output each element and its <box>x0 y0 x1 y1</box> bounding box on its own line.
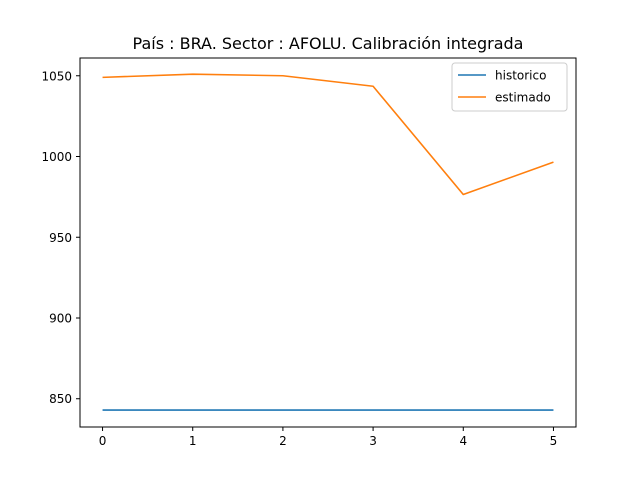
x-tick-label: 5 <box>550 434 558 448</box>
y-tick-label: 850 <box>49 392 72 406</box>
plot-area <box>102 73 554 411</box>
x-tick-label: 2 <box>279 434 287 448</box>
x-tick-label: 3 <box>369 434 377 448</box>
y-tick-label: 1050 <box>41 69 72 83</box>
axes: 0 1 2 3 4 5 850 900 950 1000 1050 <box>41 57 577 448</box>
legend-label-historico: historico <box>495 69 546 83</box>
y-tick-label: 950 <box>49 231 72 245</box>
chart-title: País : BRA. Sector : AFOLU. Calibración … <box>133 34 524 53</box>
x-tick-label: 4 <box>459 434 467 448</box>
plot-frame <box>79 57 577 428</box>
series-line-estimado <box>102 73 554 196</box>
y-tick-label: 900 <box>49 311 72 325</box>
legend: historico estimado <box>451 62 568 112</box>
y-tick-label: 1000 <box>41 150 72 164</box>
x-tick-label: 0 <box>99 434 107 448</box>
legend-label-estimado: estimado <box>495 91 551 105</box>
x-tick-label: 1 <box>189 434 197 448</box>
